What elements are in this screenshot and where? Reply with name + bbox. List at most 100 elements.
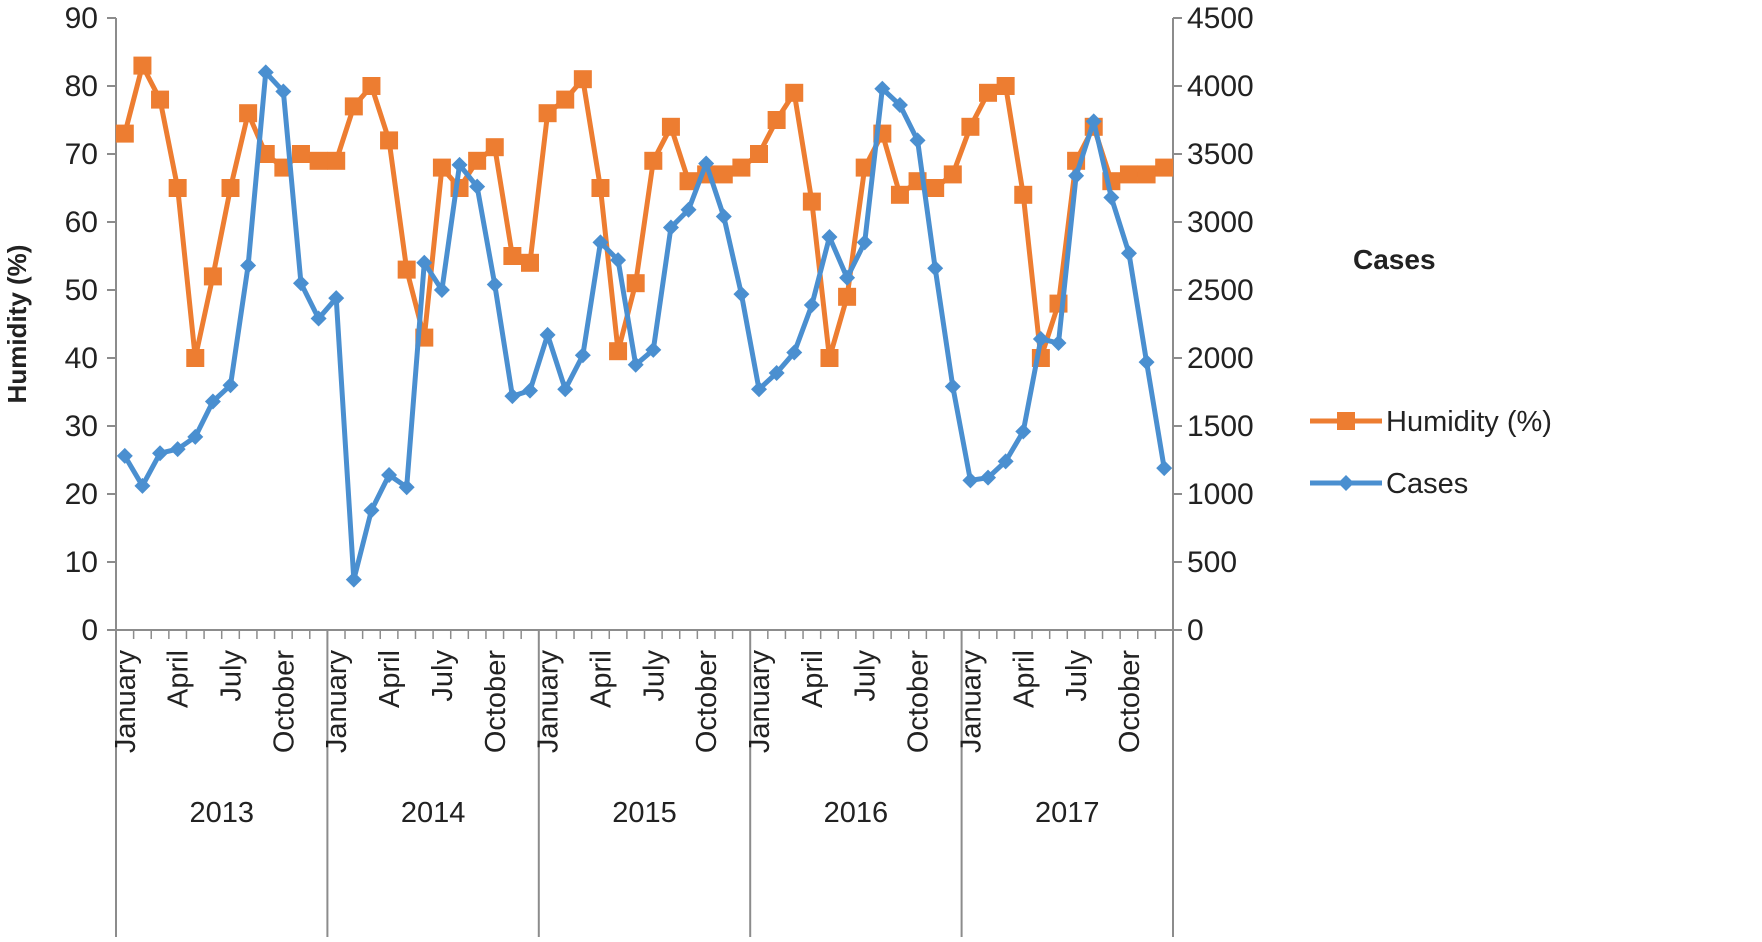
x-month-label: July (638, 650, 670, 702)
humidity-point (203, 267, 222, 286)
right-y-tick-label: 4500 (1187, 2, 1254, 35)
cases-point (240, 257, 257, 274)
cases-point (345, 571, 362, 588)
cases-point (292, 275, 309, 292)
cases-point (662, 219, 679, 236)
humidity-point (820, 349, 839, 367)
left-y-tick-label: 0 (81, 614, 98, 647)
cases-point (856, 234, 873, 251)
humidity-point (256, 145, 275, 163)
cases-line (122, 69, 1167, 583)
right-y-tick-label: 500 (1187, 546, 1237, 579)
cases-point (433, 282, 450, 298)
humidity-point (943, 165, 962, 184)
x-month-label: July (216, 650, 248, 702)
humidity-point (961, 117, 980, 136)
x-month-label: April (374, 650, 406, 708)
cases-point (1015, 423, 1032, 440)
cases-point (874, 80, 891, 97)
humidity-point (344, 97, 363, 116)
left-y-tick-label: 90 (65, 2, 98, 35)
humidity-line (122, 63, 1166, 361)
cases-point (539, 326, 556, 343)
cases-point (1120, 245, 1137, 262)
humidity-point (186, 349, 205, 367)
humidity-point (538, 104, 557, 123)
cases-point (1138, 354, 1155, 371)
legend-entry-cases: Cases (1310, 468, 1468, 500)
humidity-point (327, 151, 346, 170)
humidity-point (573, 70, 592, 89)
humidity-point (679, 172, 698, 191)
cases-point (116, 447, 133, 464)
left-y-tick-label: 50 (65, 274, 98, 307)
humidity-point (1155, 158, 1174, 177)
cases-point (627, 356, 644, 373)
left-y-tick-label: 20 (65, 478, 98, 511)
right-y-tick-label: 2000 (1187, 342, 1254, 375)
humidity-point (714, 165, 733, 184)
humidity-point (291, 145, 310, 163)
humidity-point (767, 111, 786, 129)
humidity-point (432, 158, 451, 177)
cases-point (715, 208, 732, 225)
cases-point (486, 276, 503, 293)
humidity-point (802, 192, 821, 211)
right-y-tick-label: 4000 (1187, 70, 1254, 103)
humidity-point (732, 158, 751, 177)
legend-swatch-marker (1337, 412, 1355, 430)
humidity-point (239, 104, 258, 123)
cases-point (416, 254, 433, 271)
cases-point (381, 466, 398, 483)
cases-point (1050, 335, 1067, 352)
cases-point (592, 234, 609, 251)
right-y-tick-label: 1000 (1187, 478, 1254, 511)
cases-point (610, 252, 627, 269)
humidity-point (750, 145, 769, 163)
cases-point (1032, 330, 1049, 347)
cases-point (187, 428, 204, 445)
humidity-point (380, 131, 399, 150)
cases-point (469, 178, 486, 195)
cases-point (733, 286, 750, 303)
right-y-tick-label: 0 (1187, 614, 1204, 647)
left-y-tick-label: 70 (65, 138, 98, 171)
cases-point (1103, 189, 1120, 206)
x-year-label: 2015 (612, 797, 677, 829)
humidity-point (996, 77, 1015, 95)
humidity-point (591, 179, 610, 197)
humidity-point (609, 342, 628, 361)
humidity-point (556, 90, 575, 109)
right-y-tick-label: 3000 (1187, 206, 1254, 239)
legend: Cases Humidity (%) Cases (1310, 244, 1552, 500)
humidity-point (644, 151, 663, 170)
x-month-label: October (903, 650, 935, 753)
cases-point (751, 381, 768, 398)
humidity-point (926, 179, 945, 197)
humidity-point (151, 90, 170, 109)
cases-point (891, 97, 908, 114)
humidity-point (1119, 165, 1138, 184)
right-y-tick-label: 1500 (1187, 410, 1254, 443)
humidity-point (485, 138, 504, 157)
humidity-point (221, 179, 240, 197)
humidity-point (890, 185, 909, 204)
left-y-ticks: 0 10 20 30 40 50 60 70 80 90 (65, 2, 116, 647)
cases-point (944, 378, 961, 395)
cases-point (803, 296, 820, 313)
cases-point (962, 472, 979, 489)
x-year-label: 2017 (1035, 797, 1100, 829)
cases-point (557, 381, 574, 398)
x-month-label: April (585, 650, 617, 708)
cases-point (927, 260, 944, 277)
legend-entry-humidity: Humidity (%) (1310, 406, 1552, 438)
series-layer (115, 56, 1174, 588)
x-month-label: January (955, 650, 987, 754)
cases-point (222, 377, 239, 394)
legend-label-humidity: Humidity (%) (1386, 406, 1552, 438)
cases-point (451, 156, 468, 173)
humidity-point (626, 274, 645, 293)
humidity-point (309, 151, 328, 170)
x-month-label: July (850, 650, 882, 702)
